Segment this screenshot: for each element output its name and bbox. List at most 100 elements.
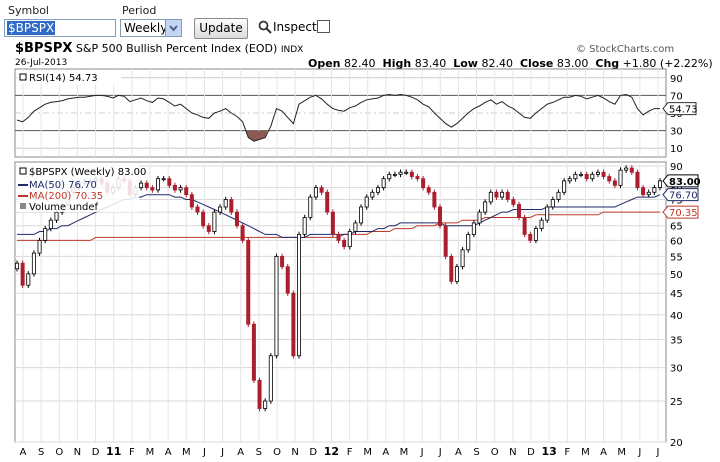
inspect-checkbox[interactable] [317, 20, 330, 33]
period-select[interactable]: Weekly [120, 19, 182, 37]
candle-body [635, 171, 640, 189]
candle-body [353, 222, 358, 232]
candle-body [421, 178, 426, 189]
x-axis: A S O N D 11 F M A M J J A S O N D 12 F M A M J J A S O N D 13 F M A M J J [20, 445, 660, 458]
candle-body [370, 191, 375, 198]
x-tick-label: S [473, 447, 479, 458]
index-name: S&P 500 Bullish Percent Index (EOD) [75, 42, 278, 55]
rsi-grid [15, 69, 666, 157]
candle-body [195, 206, 200, 213]
candle-body [641, 187, 646, 196]
ma200-tag-box [662, 205, 699, 219]
candle-body [449, 255, 454, 282]
close-label: Close [519, 57, 554, 70]
x-tick-label: J [202, 447, 206, 458]
price-legend-main: $BPSPX (Weekly) 83.00 [29, 167, 146, 178]
high-label: High [382, 57, 412, 70]
candle-body [409, 171, 414, 177]
candle-body [48, 219, 53, 229]
x-tick-label: M [146, 447, 155, 458]
candle-body [234, 211, 239, 227]
x-tick-label: M [581, 447, 590, 458]
candle-body [477, 211, 482, 224]
candle-body [404, 171, 409, 174]
inspect-label: Inspect [273, 20, 317, 34]
x-tick-label: M [400, 447, 409, 458]
x-tick-label: S [38, 447, 44, 458]
rsi-value-tag: 54.73 [662, 102, 698, 116]
x-tick-label: O [55, 447, 63, 458]
candle-body [528, 234, 533, 241]
chg-value: +1.80 (+2.22%) [622, 57, 713, 70]
x-tick-label: J [656, 447, 660, 458]
candle-body [392, 173, 397, 176]
x-tick-label: N [509, 447, 516, 458]
price-tick-label: 65 [670, 222, 683, 233]
x-tick-label: 11 [106, 445, 121, 458]
candle-body [545, 206, 550, 221]
candle-body [31, 252, 36, 275]
candle-body [223, 199, 228, 208]
close-tag-box [662, 174, 699, 188]
candle-body [20, 262, 25, 286]
rsi-legend-swatch [19, 73, 27, 81]
candle-body [556, 191, 561, 200]
symbol-input[interactable]: $BPSPX [4, 19, 116, 37]
candle-body [432, 191, 437, 208]
rsi-legend-bg [17, 71, 121, 84]
ohlc-summary: Open 82.40 High 83.40 Low 82.40 Close 83… [308, 57, 713, 70]
chevron-down-icon[interactable] [165, 20, 181, 36]
rsi-oversold-fill [246, 130, 268, 142]
candle-body [313, 187, 318, 198]
volume-legend-swatch [20, 203, 26, 209]
x-tick-label: F [129, 447, 135, 458]
price-axis: 9080757065605550454035302520 [670, 162, 683, 449]
x-tick-label: O [273, 447, 281, 458]
price-tick-label: 60 [670, 236, 683, 247]
candle-body [297, 234, 302, 357]
candle-body [584, 173, 589, 180]
x-tick-label: A [455, 447, 462, 458]
x-tick-label: F [347, 447, 353, 458]
candle-body [562, 180, 567, 193]
candle-body [511, 199, 516, 205]
symbol-input-value: $BPSPX [7, 21, 56, 35]
close-value: 83.00 [556, 57, 589, 70]
rsi-value-tag-text: 54.73 [669, 105, 698, 116]
candle-body [618, 169, 623, 186]
candle-body [150, 187, 155, 191]
symbol-label: Symbol [8, 4, 49, 17]
candle-body [184, 187, 189, 196]
price-tick-label: 35 [670, 335, 683, 346]
rsi-legend: RSI(14) 54.73 [29, 73, 98, 84]
update-button[interactable]: Update [194, 18, 248, 39]
candle-body [516, 204, 521, 218]
candle-body [330, 211, 335, 235]
candle-body [364, 196, 369, 208]
candle-body [347, 231, 352, 248]
candle-body [624, 167, 629, 171]
candle-body [251, 323, 256, 381]
candle-body [471, 222, 476, 235]
x-tick-label: N [74, 447, 81, 458]
period-select-value: Weekly [124, 21, 168, 35]
candle-body [268, 355, 273, 402]
magnifier-icon [258, 20, 272, 34]
price-tick-label: 40 [670, 311, 683, 322]
exchange: INDX [280, 45, 304, 55]
price-value-tags: 83.00 76.70 70.35 [662, 174, 701, 219]
candle-body [308, 196, 313, 218]
x-tick-label: J [637, 447, 641, 458]
candle-body [567, 178, 572, 182]
candle-body [658, 180, 663, 189]
candle-body [43, 228, 48, 241]
candle-body [652, 187, 657, 193]
candle-body [522, 217, 527, 235]
candle-body [579, 173, 584, 176]
candle-body [161, 178, 166, 181]
candle-body [460, 249, 465, 268]
candle-body [533, 228, 538, 241]
candle-body [595, 171, 600, 175]
candle-body [612, 180, 617, 186]
